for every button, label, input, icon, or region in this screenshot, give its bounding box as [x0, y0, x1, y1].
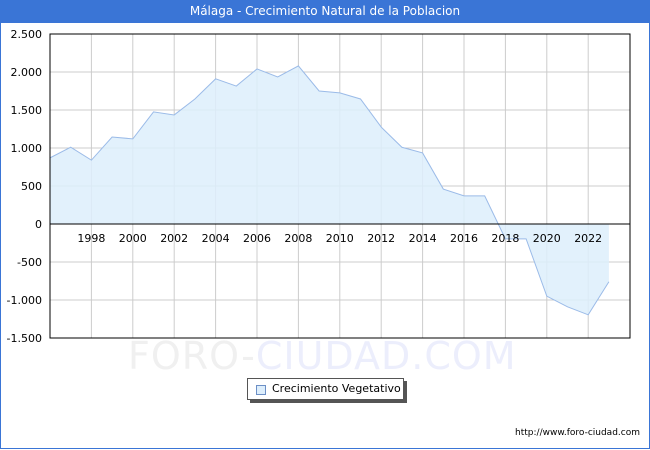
x-tick-label: 2022: [574, 232, 602, 245]
x-tick-label: 2000: [119, 232, 147, 245]
x-tick-label: 1998: [77, 232, 105, 245]
data-line: [49, 65, 610, 316]
x-tick-label: 2014: [409, 232, 437, 245]
y-tick-label: 2.000: [11, 66, 43, 79]
legend: Crecimiento Vegetativo: [247, 378, 404, 400]
y-tick-label: -1.000: [7, 294, 42, 307]
x-tick-label: 2018: [491, 232, 519, 245]
x-tick-label: 2002: [160, 232, 188, 245]
x-tick-label: 2004: [202, 232, 230, 245]
watermark: FORO-CIUDAD.COM: [128, 334, 517, 378]
plot-border: [49, 33, 631, 339]
area-fill: [50, 65, 609, 315]
y-tick-label: 1.500: [11, 104, 43, 117]
y-tick-label: 1.000: [11, 142, 43, 155]
x-tick-label: 2006: [243, 232, 271, 245]
x-tick-label: 2016: [450, 232, 478, 245]
x-tick-label: 2020: [533, 232, 561, 245]
y-tick-label: 0: [35, 218, 42, 231]
y-tick-label: -1.500: [7, 332, 42, 345]
x-tick-label: 2010: [326, 232, 354, 245]
y-tick-label: -500: [17, 256, 42, 269]
y-tick-label: 500: [21, 180, 42, 193]
source-url: http://www.foro-ciudad.com: [515, 428, 640, 438]
x-tick-label: 2012: [367, 232, 395, 245]
watermark-part1: FORO-: [128, 334, 256, 378]
x-tick-label: 2008: [284, 232, 312, 245]
y-tick-label: 2.500: [11, 28, 43, 41]
watermark-part2: CIUDAD.COM: [255, 334, 517, 378]
chart-title: Málaga - Crecimiento Natural de la Pobla…: [0, 0, 650, 23]
legend-swatch-icon: [256, 385, 266, 395]
legend-label: Crecimiento Vegetativo: [272, 382, 401, 395]
